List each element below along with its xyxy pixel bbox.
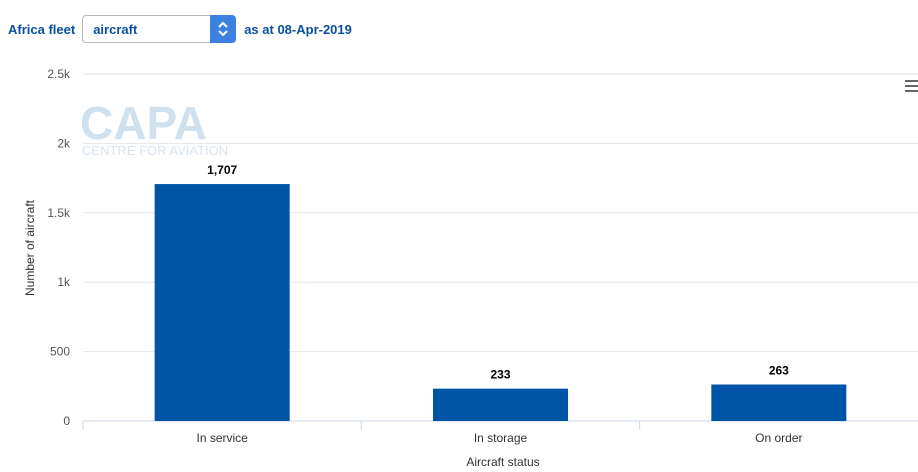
as-at-date-label: as at 08-Apr-2019 [244,21,352,37]
y-tick-label: 500 [50,345,70,359]
data-label: 233 [490,368,510,382]
y-tick-labels: 0 500 1k 1.5k 2k 2.5k [47,67,71,428]
x-axis-title: Aircraft status [466,455,539,469]
data-label: 263 [769,363,789,377]
watermark-tagline: CENTRE FOR AVIATION [82,143,228,158]
bar[interactable] [711,384,847,421]
y-tick-label: 2.5k [47,67,71,81]
data-label: 1,707 [207,163,237,177]
chevron-up-down-icon[interactable] [210,15,237,43]
bar[interactable] [154,184,290,421]
x-tick-label: On order [755,431,802,445]
x-tick-labels: In service In storage On order [82,421,803,445]
chart-header: Africa fleet aircraft as at 08-Apr-2019 [8,15,352,43]
x-tick-label: In service [196,431,248,445]
fleet-label: Africa fleet [8,21,76,37]
y-tick-label: 2k [57,136,71,150]
y-axis-title: Number of aircraft [23,199,37,296]
unit-select[interactable]: aircraft [82,15,237,43]
bars [154,184,847,421]
y-tick-label: 0 [63,414,70,428]
hamburger-menu-icon[interactable] [905,80,918,92]
x-tick-label: In storage [474,431,528,445]
bar[interactable] [433,388,568,421]
watermark-logo: CAPA [80,97,207,149]
y-tick-label: 1k [57,275,71,289]
unit-select-value: aircraft [93,22,138,37]
y-tick-label: 1.5k [47,206,71,220]
capa-watermark: CAPA CENTRE FOR AVIATION [80,97,228,158]
data-labels: 1,707 233 263 [207,163,789,382]
